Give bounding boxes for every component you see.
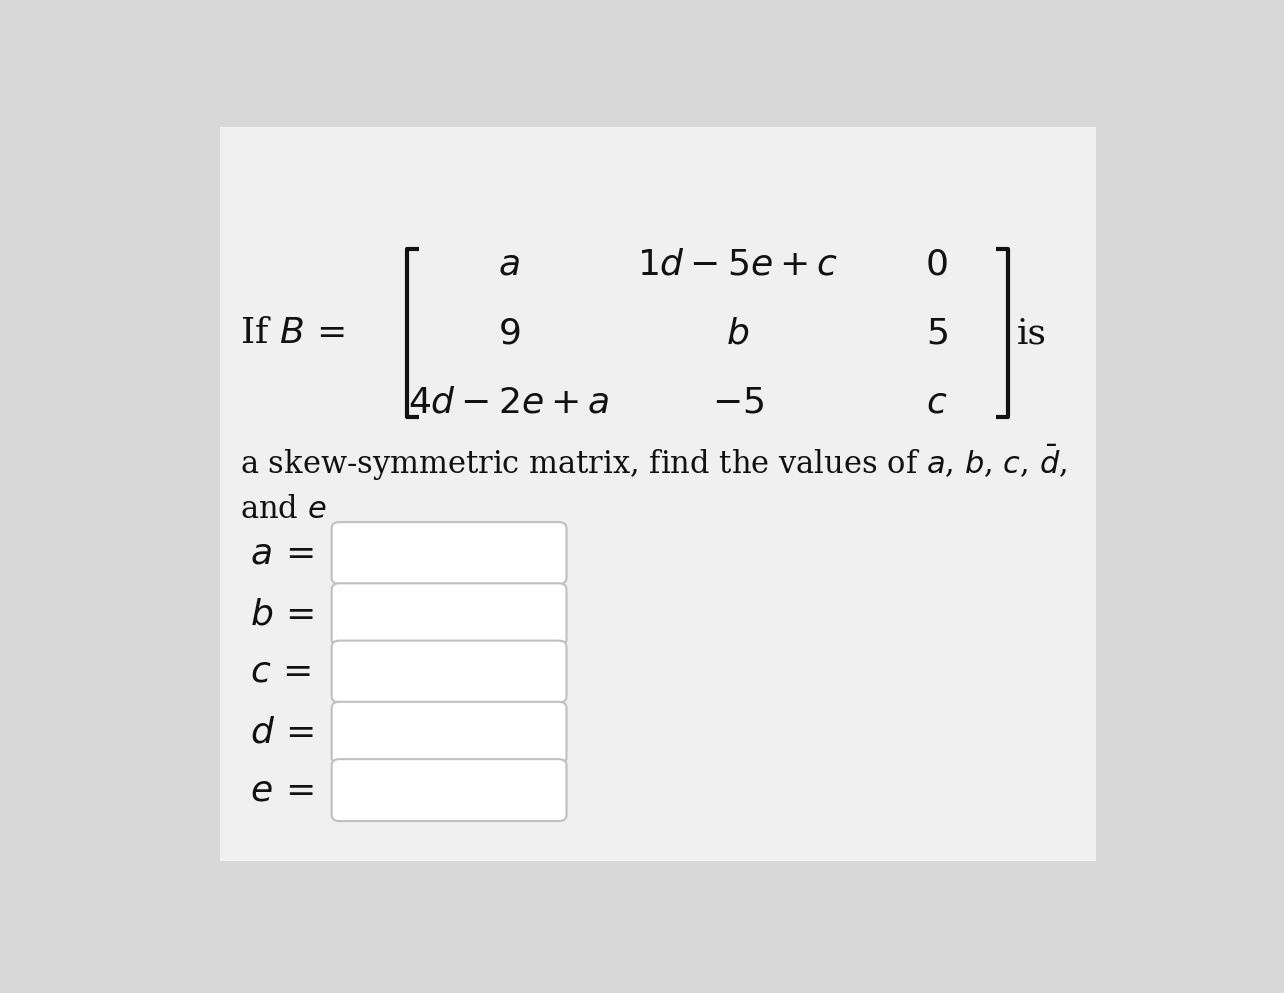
Text: If $B\,=$: If $B\,=$ — [240, 316, 345, 351]
Text: $b$$\,=$: $b$$\,=$ — [250, 597, 315, 632]
FancyBboxPatch shape — [331, 702, 566, 764]
Text: a skew-symmetric matrix, find the values of $a$, $b$, $c$, $\mathit{\bar{d}}$,: a skew-symmetric matrix, find the values… — [240, 443, 1067, 484]
Text: $c$: $c$ — [926, 385, 948, 419]
FancyBboxPatch shape — [331, 759, 566, 821]
Text: $1d-5e+c$: $1d-5e+c$ — [637, 247, 838, 281]
Text: $e$$\,=$: $e$$\,=$ — [250, 774, 313, 807]
Text: is: is — [1017, 316, 1046, 351]
FancyBboxPatch shape — [331, 522, 566, 584]
Text: $4d-2e+a$: $4d-2e+a$ — [408, 385, 610, 419]
Text: $a$$\,=$: $a$$\,=$ — [250, 536, 313, 570]
Text: $d$$\,=$: $d$$\,=$ — [250, 716, 315, 750]
Text: $c$$\,=$: $c$$\,=$ — [250, 654, 311, 688]
Text: $a$: $a$ — [498, 247, 520, 281]
Text: $5$: $5$ — [926, 316, 948, 351]
Text: $b$: $b$ — [725, 316, 750, 351]
FancyBboxPatch shape — [331, 583, 566, 645]
FancyBboxPatch shape — [221, 127, 1097, 861]
Text: $-5$: $-5$ — [711, 385, 764, 419]
Text: and $e$: and $e$ — [240, 494, 326, 524]
FancyBboxPatch shape — [331, 640, 566, 703]
Text: $0$: $0$ — [926, 247, 948, 281]
Text: $9$: $9$ — [498, 316, 520, 351]
